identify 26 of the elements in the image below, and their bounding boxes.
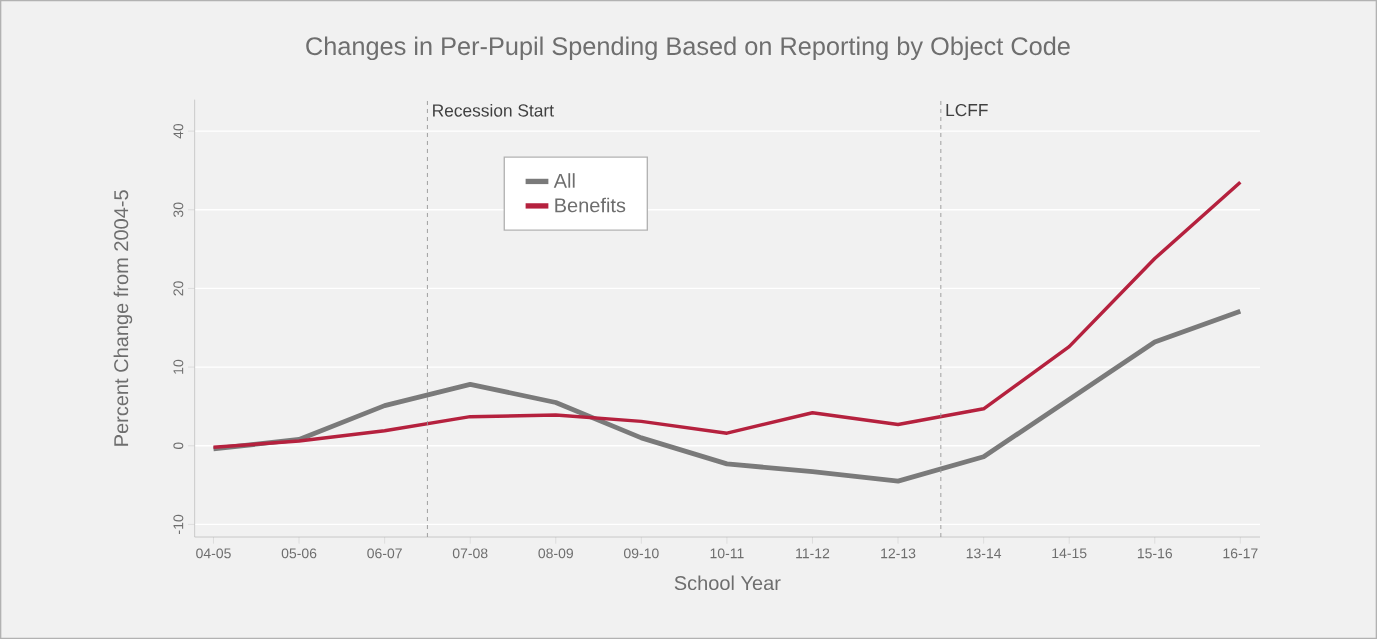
annotation: LCFF xyxy=(946,103,988,117)
x-tick-label: 12-13 xyxy=(881,548,916,559)
x-tick-label: 15-16 xyxy=(1137,548,1173,559)
x-tick-label: 08-09 xyxy=(538,548,573,559)
legend-label: Benefits xyxy=(555,197,626,213)
x-tick-label: 07-08 xyxy=(452,548,488,559)
y-tick-label: 10 xyxy=(173,359,184,374)
annotation: Recession Start xyxy=(433,103,554,117)
legend-label: All xyxy=(553,173,575,188)
chart-title: Changes in Per-Pupil Spending Based on Reporting by Object Code xyxy=(306,36,1070,61)
x-tick-label: 05-06 xyxy=(281,548,317,559)
y-tick-label: 40 xyxy=(173,123,184,139)
x-tick-label: 04-05 xyxy=(196,548,231,559)
x-tick-label: 10-11 xyxy=(710,548,744,559)
x-tick-label: 09-10 xyxy=(623,548,659,559)
x-tick-label: 14-15 xyxy=(1052,548,1087,559)
x-tick-label: 06-07 xyxy=(367,548,402,559)
y-axis-title: Percent Change from 2004-5 xyxy=(113,190,133,446)
y-tick-label: 30 xyxy=(173,202,184,218)
x-tick-label: 11-12 xyxy=(796,548,830,559)
y-tick-label: 0 xyxy=(173,442,184,450)
y-tick-label: 20 xyxy=(173,281,184,296)
x-tick-label: 16-17 xyxy=(1223,548,1258,559)
y-tick-label: -10 xyxy=(173,514,184,534)
x-tick-label: 13-14 xyxy=(966,548,1002,559)
x-axis-title: School Year xyxy=(674,575,781,591)
